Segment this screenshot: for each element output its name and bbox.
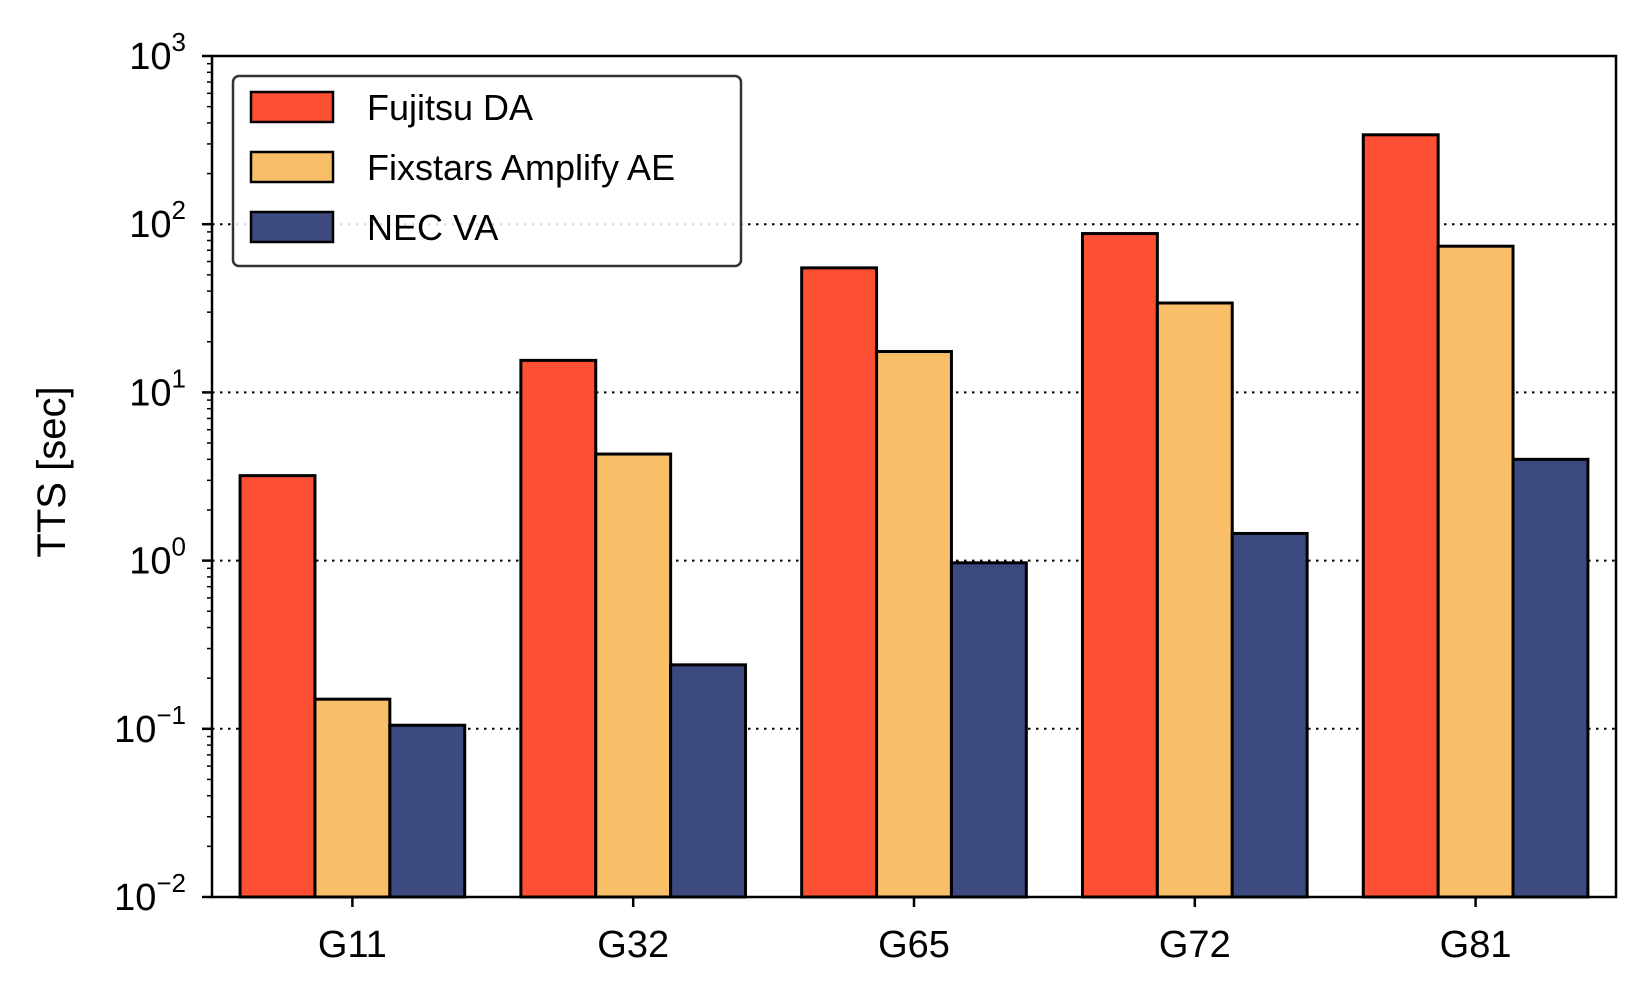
bar: [519, 358, 598, 899]
bar: [1155, 301, 1234, 899]
x-tick-label: G72: [1159, 924, 1231, 966]
bar: [313, 697, 392, 899]
bar: [238, 474, 317, 899]
bar: [1080, 232, 1159, 899]
axes: G11 G32 G65 G72 G81 10−2 10−1 100 101 102 103: [114, 27, 1618, 966]
legend-box: [231, 74, 743, 268]
bars: [238, 133, 1590, 899]
legend-swatch: [249, 90, 335, 124]
legend-label: NEC VA: [367, 207, 498, 248]
bar: [669, 663, 748, 899]
bar: [800, 266, 879, 899]
y-tick-label: 10−2: [114, 868, 186, 919]
bar: [1230, 531, 1309, 899]
x-tick-label: G11: [318, 924, 387, 966]
bar: [1511, 457, 1590, 899]
bar: [388, 723, 467, 899]
y-tick-label: 102: [129, 195, 186, 246]
legend-swatch: [249, 210, 335, 244]
legend-label: Fixstars Amplify AE: [367, 147, 675, 188]
legend: Fujitsu DA Fixstars Amplify AE NEC VA: [231, 74, 743, 268]
bar: [1361, 133, 1440, 899]
bar: [1436, 244, 1515, 899]
y-tick-label: 100: [129, 532, 186, 583]
plot-frame: [210, 54, 1618, 899]
y-tick-label: 103: [129, 27, 186, 78]
x-tick-label: G32: [597, 924, 669, 966]
bar: [594, 452, 673, 899]
y-axis-label: TTS [sec]: [30, 386, 74, 557]
y-tick-label: 10−1: [114, 700, 186, 751]
y-tick-label: 101: [129, 363, 186, 414]
bar: [875, 350, 953, 899]
x-tick-label: G81: [1440, 924, 1512, 966]
legend-label: Fujitsu DA: [367, 87, 533, 128]
legend-swatch: [249, 150, 335, 184]
x-tick-label: G65: [878, 924, 950, 966]
bar: [949, 561, 1028, 899]
